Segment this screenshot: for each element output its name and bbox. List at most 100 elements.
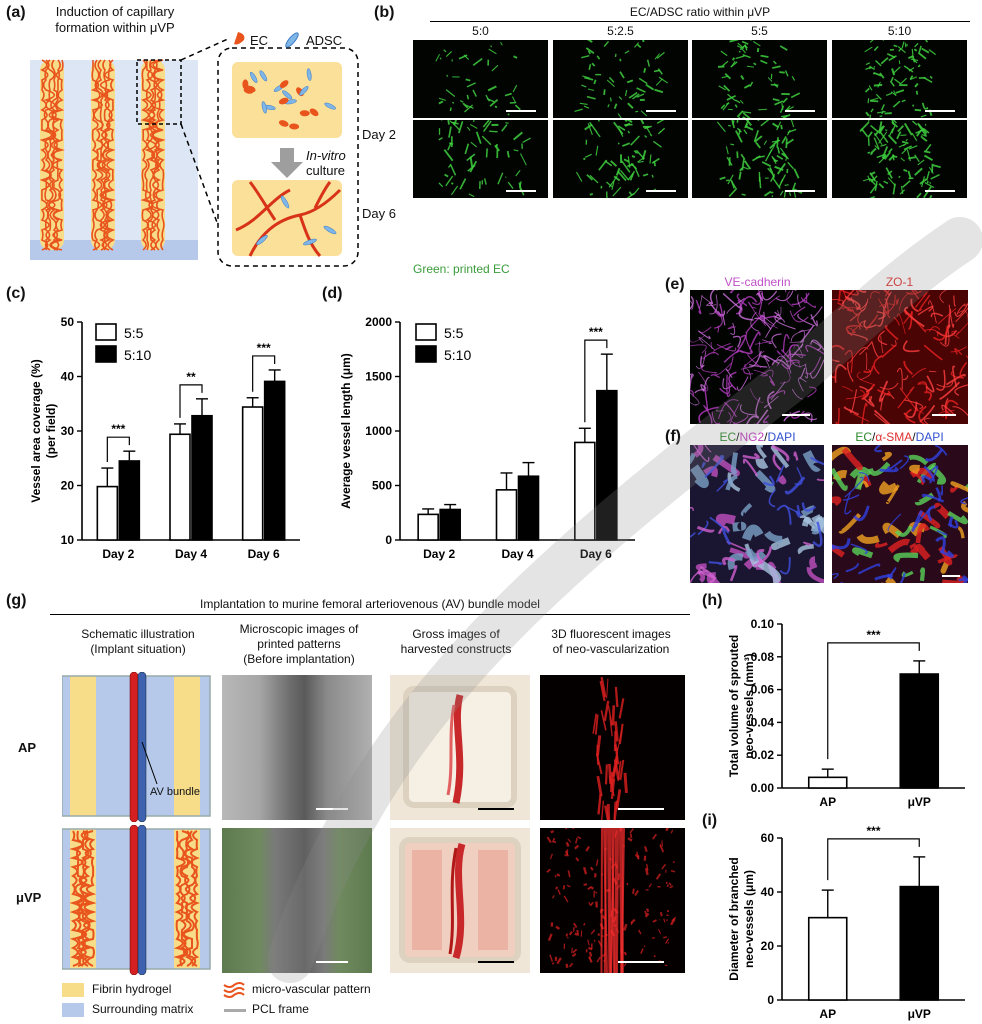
panel-a-label: (a): [6, 4, 26, 21]
x-tick-label: Day 2: [423, 547, 455, 561]
y-tick-label: 20: [61, 479, 75, 493]
legend-vascular-pattern: micro-vascular pattern: [252, 982, 371, 996]
significance-bracket: [106, 436, 130, 463]
av-bundle-label: AV bundle: [150, 786, 200, 798]
bar: [495, 489, 518, 541]
ratio-label-3: 5:10: [887, 24, 912, 38]
y-tick-label: 500: [372, 479, 392, 493]
uvp-gross-image: [390, 828, 530, 973]
y-tick-label: 20: [761, 939, 775, 953]
chart-i: 0 20 40 60 Diameter of branched neo-vessels (…: [727, 824, 965, 1021]
y-tick-label: 0.02: [751, 748, 775, 762]
ec-image-day2-1: [553, 40, 688, 118]
significance-bracket: [584, 339, 608, 423]
bar: [96, 485, 119, 541]
legend-label: 5:5: [124, 325, 144, 341]
panel-d-label: (d): [322, 285, 343, 302]
y-tick-label: 2000: [365, 315, 392, 329]
y-tick-label: 30: [61, 424, 75, 438]
chart-c: 10 20 30 40 50 Vessel area coverage (%) (per f…: [29, 315, 300, 561]
legend-swatch: [95, 323, 117, 341]
zoom-box: [136, 59, 182, 125]
significance-bracket: [179, 384, 203, 418]
row-day2-label: Day 2: [362, 127, 396, 142]
bar: [191, 414, 213, 541]
chart-d: 0 500 1000 1500 2000 Average vessel length (μ…: [339, 315, 635, 561]
legend-pcl-frame: PCL frame: [252, 1002, 309, 1016]
legend-swatch: [415, 323, 437, 341]
col-schematic-title: Schematic illustration (Implant situation…: [81, 627, 195, 656]
significance-label: ***: [111, 422, 125, 436]
x-tick-label: Day 4: [501, 547, 533, 561]
vein: [137, 672, 147, 822]
y-axis-label: (per field): [44, 404, 58, 459]
ap-microscopic-image: [222, 675, 372, 820]
chart-h: 0.00 0.02 0.04 0.06 0.08 0.10 Total volume of …: [727, 617, 965, 809]
asma-image: [832, 445, 968, 583]
legend-swatch: [415, 345, 437, 363]
significance-label: **: [186, 370, 196, 384]
bar: [417, 513, 439, 541]
significance-label: ***: [866, 628, 880, 642]
y-tick-label: 0.00: [751, 781, 775, 795]
y-tick-label: 40: [61, 370, 75, 384]
uvp-fluorescent-image: [540, 828, 685, 973]
ec-image-day2-3: [832, 40, 967, 118]
bar: [807, 916, 848, 1001]
y-axis-label: neo-vessels (μm): [742, 870, 756, 968]
y-tick-label: 1000: [365, 424, 392, 438]
bar: [899, 673, 940, 789]
ratio-label-1: 5:2.5: [607, 24, 634, 38]
adsc-legend-icon: [285, 32, 299, 48]
significance-label: ***: [866, 824, 880, 838]
ve-cadherin-image: [690, 290, 824, 424]
ec-image-day6-1: [553, 120, 688, 198]
y-axis-label: Total volume of sprouted: [727, 635, 741, 777]
artery: [129, 672, 139, 822]
legend-matrix: Surrounding matrix: [92, 1002, 194, 1016]
row-uvp-label: μVP: [16, 890, 42, 905]
bar: [899, 885, 940, 1001]
y-axis-label: Diameter of branched: [727, 857, 741, 980]
panel-c-label: (c): [6, 285, 26, 302]
x-tick-label: μVP: [908, 1007, 931, 1021]
culture-arrow-icon: [271, 148, 303, 178]
ec-image-day6-0: [413, 120, 548, 198]
y-axis-label: Vessel area coverage (%): [29, 359, 43, 502]
y-axis-label: Average vessel length (μm): [339, 353, 353, 509]
y-tick-label: 50: [61, 315, 75, 329]
y-tick-label: 40: [761, 885, 775, 899]
ve-cadherin-title: VE-cadherin: [724, 275, 791, 289]
significance-label: ***: [589, 325, 603, 339]
bar: [439, 508, 461, 541]
bar: [596, 389, 618, 541]
legend-adsc-label: ADSC: [306, 33, 343, 48]
ec-image-day6-2: [692, 120, 827, 198]
legend-fibrin: Fibrin hydrogel: [92, 982, 172, 996]
panel-a-title: Induction of capillary formation within …: [55, 4, 175, 35]
legend-swatch: [95, 345, 117, 363]
significance-bracket: [252, 355, 276, 392]
ec-image-day2-0: [413, 40, 548, 118]
ng2-image: [690, 445, 824, 583]
panel-f-label: (f): [665, 428, 681, 445]
panel-b-caption: Green: printed EC: [413, 262, 510, 276]
ap-schematic: [62, 672, 211, 822]
panel-e-label: (e): [665, 276, 685, 293]
bar: [169, 433, 191, 541]
col-gross-title: Gross images of harvested constructs: [400, 627, 512, 656]
bar: [118, 460, 141, 541]
y-tick-label: 0.04: [751, 715, 775, 729]
y-tick-label: 60: [761, 831, 775, 845]
x-tick-label: Day 6: [580, 547, 612, 561]
col-microscopic-title: Microscopic images of printed patterns (Be…: [239, 622, 359, 666]
x-tick-label: Day 2: [102, 547, 134, 561]
ratio-label-2: 5:5: [751, 24, 768, 38]
panel-g-header: Implantation to murine femoral arteriove…: [200, 597, 540, 611]
uvp-microscopic-image: [222, 828, 372, 973]
y-tick-label: 0: [385, 533, 392, 547]
col-fluorescent-title: 3D fluorescent images of neo-vascularizat…: [551, 627, 671, 656]
y-axis-label: neo-vessels (mm³): [742, 653, 756, 758]
zo1-title: ZO-1: [885, 275, 914, 289]
y-tick-label: 0.08: [751, 650, 775, 664]
